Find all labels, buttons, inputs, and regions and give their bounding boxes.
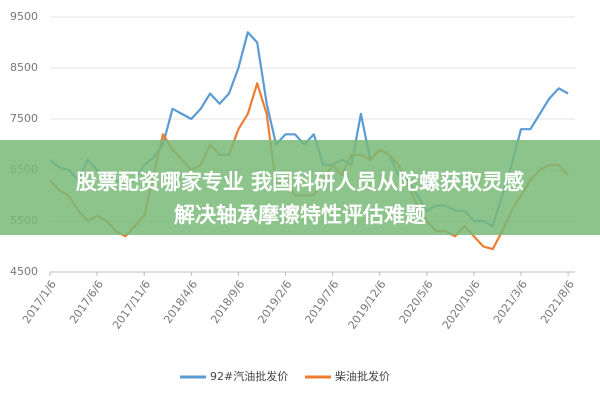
legend-label: 92#汽油批发价 [210, 369, 288, 383]
x-tick-label: 2018/9/6 [208, 278, 247, 326]
y-tick-label: 4500 [10, 265, 38, 278]
x-tick-label: 2020/5/6 [397, 278, 436, 326]
y-tick-label: 7500 [10, 112, 38, 125]
x-tick-label: 2017/6/6 [67, 278, 106, 326]
y-tick-label: 8500 [10, 61, 38, 74]
x-tick-label: 2019/12/6 [346, 278, 389, 332]
banner [0, 140, 600, 235]
y-tick-label: 9500 [10, 10, 38, 23]
x-tick-label: 2021/3/6 [491, 278, 530, 326]
x-tick-label: 2017/1/6 [20, 278, 59, 326]
banner-text: 解决轴承摩擦特性评估难题 [174, 203, 427, 227]
x-tick-label: 2019/7/6 [303, 278, 342, 326]
x-tick-label: 2021/8/6 [538, 278, 577, 326]
legend-label: 柴油批发价 [335, 369, 390, 383]
x-tick-label: 2020/10/6 [440, 278, 483, 332]
banner-text: 股票配资哪家专业 我国科研人员从陀螺获取灵感 [76, 170, 524, 194]
x-tick-label: 2018/4/6 [161, 278, 200, 326]
x-tick-label: 2017/11/6 [110, 278, 153, 332]
x-tick-label: 2019/2/6 [255, 278, 294, 326]
